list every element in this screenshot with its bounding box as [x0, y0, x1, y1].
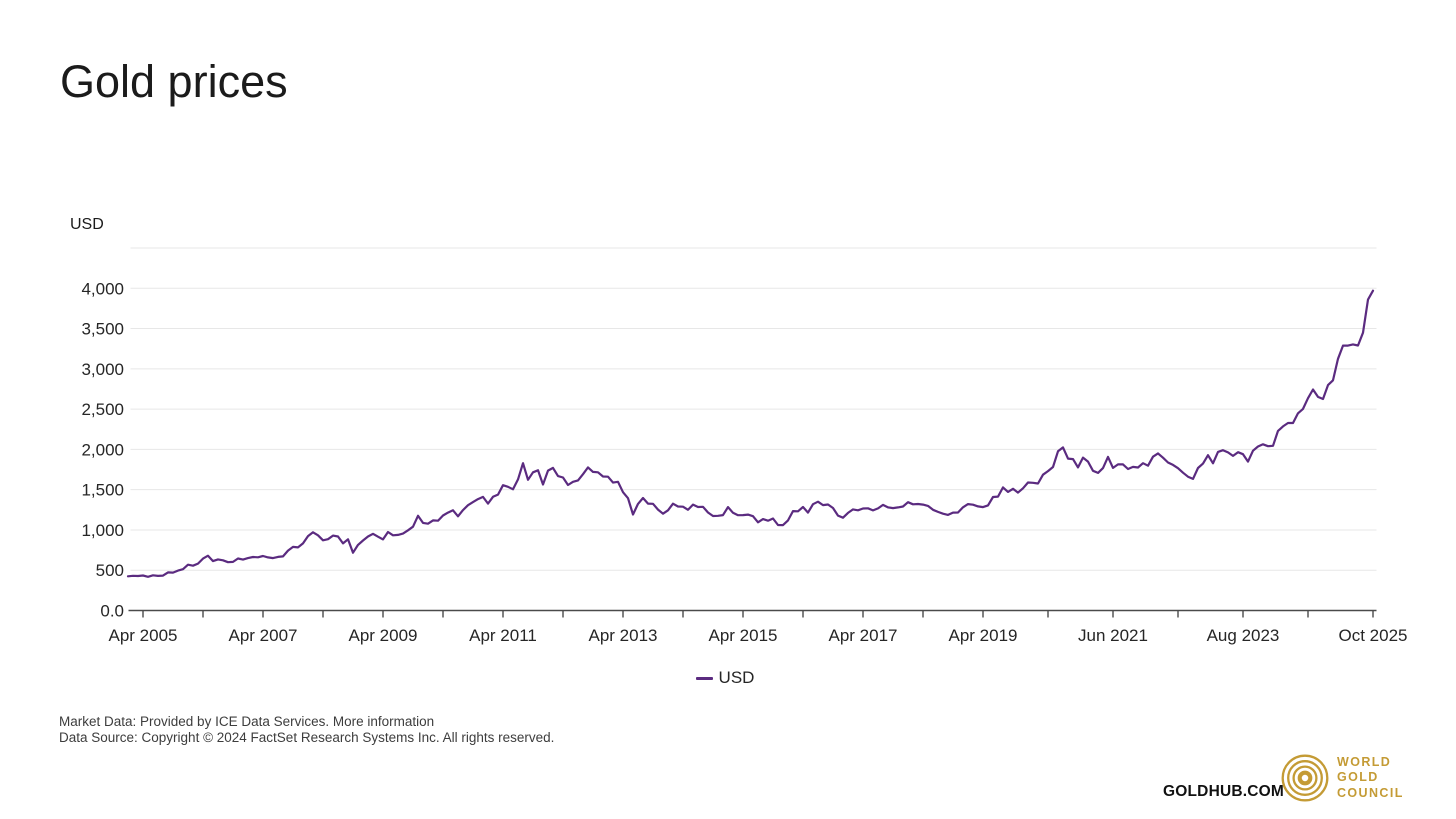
concentric-circles-icon [1281, 754, 1329, 802]
x-tick-label: Apr 2007 [229, 626, 298, 645]
logo-line-world: WORLD [1337, 754, 1392, 769]
logo-line-council: COUNCIL [1337, 785, 1404, 800]
y-tick-label: 3,000 [81, 360, 124, 379]
y-tick-label: 1,500 [81, 481, 124, 500]
x-tick-label: Apr 2019 [949, 626, 1018, 645]
chart-legend: USD [0, 668, 1456, 688]
y-tick-label: 500 [96, 561, 124, 580]
y-tick-label: 2,500 [81, 400, 124, 419]
x-tick-label: Jun 2021 [1078, 626, 1148, 645]
y-tick-label: 0.0 [100, 602, 124, 621]
x-tick-label: Oct 2025 [1339, 626, 1408, 645]
x-tick-label: Apr 2013 [589, 626, 658, 645]
goldhub-wordmark: GOLDHUB.COM [1163, 783, 1285, 800]
x-tick-label: Apr 2005 [109, 626, 178, 645]
footnote-line-1: Market Data: Provided by ICE Data Servic… [59, 714, 554, 730]
logo-line-gold: GOLD [1337, 770, 1379, 785]
x-tick-label: Apr 2017 [829, 626, 898, 645]
more-information-link[interactable]: More information [332, 714, 435, 729]
y-tick-label: 3,500 [81, 320, 124, 339]
gold-price-chart: 0.0 500 1,000 1,500 2,000 2,500 3,000 3,500 4,00… [81, 247, 1408, 645]
page-title: Gold prices [60, 56, 288, 107]
chart-footnote: Market Data: Provided by ICE Data Servic… [59, 714, 554, 745]
legend-line-swatch [695, 676, 713, 680]
world-gold-council-wordmark: WORLD GOLD COUNCIL [1337, 755, 1404, 802]
y-tick-label: 1,000 [81, 521, 124, 540]
x-tick-label: Aug 2023 [1207, 626, 1280, 645]
y-tick-label: 2,000 [81, 440, 124, 459]
market-data-text: Market Data: Provided by ICE Data Servic… [59, 714, 333, 729]
y-tick-label: 4,000 [81, 279, 124, 298]
world-gold-council-logo: WORLD GOLD COUNCIL [1280, 753, 1404, 803]
x-tick-label: Apr 2015 [709, 626, 778, 645]
legend-label: USD [718, 668, 755, 687]
x-tick-label: Apr 2009 [349, 626, 418, 645]
legend-item-usd[interactable]: USD [695, 668, 755, 688]
y-axis-unit-label: USD [70, 216, 104, 233]
x-tick-label: Apr 2011 [469, 626, 537, 645]
usd-price-line [126, 289, 1375, 578]
footnote-line-2: Data Source: Copyright © 2024 FactSet Re… [59, 729, 555, 745]
